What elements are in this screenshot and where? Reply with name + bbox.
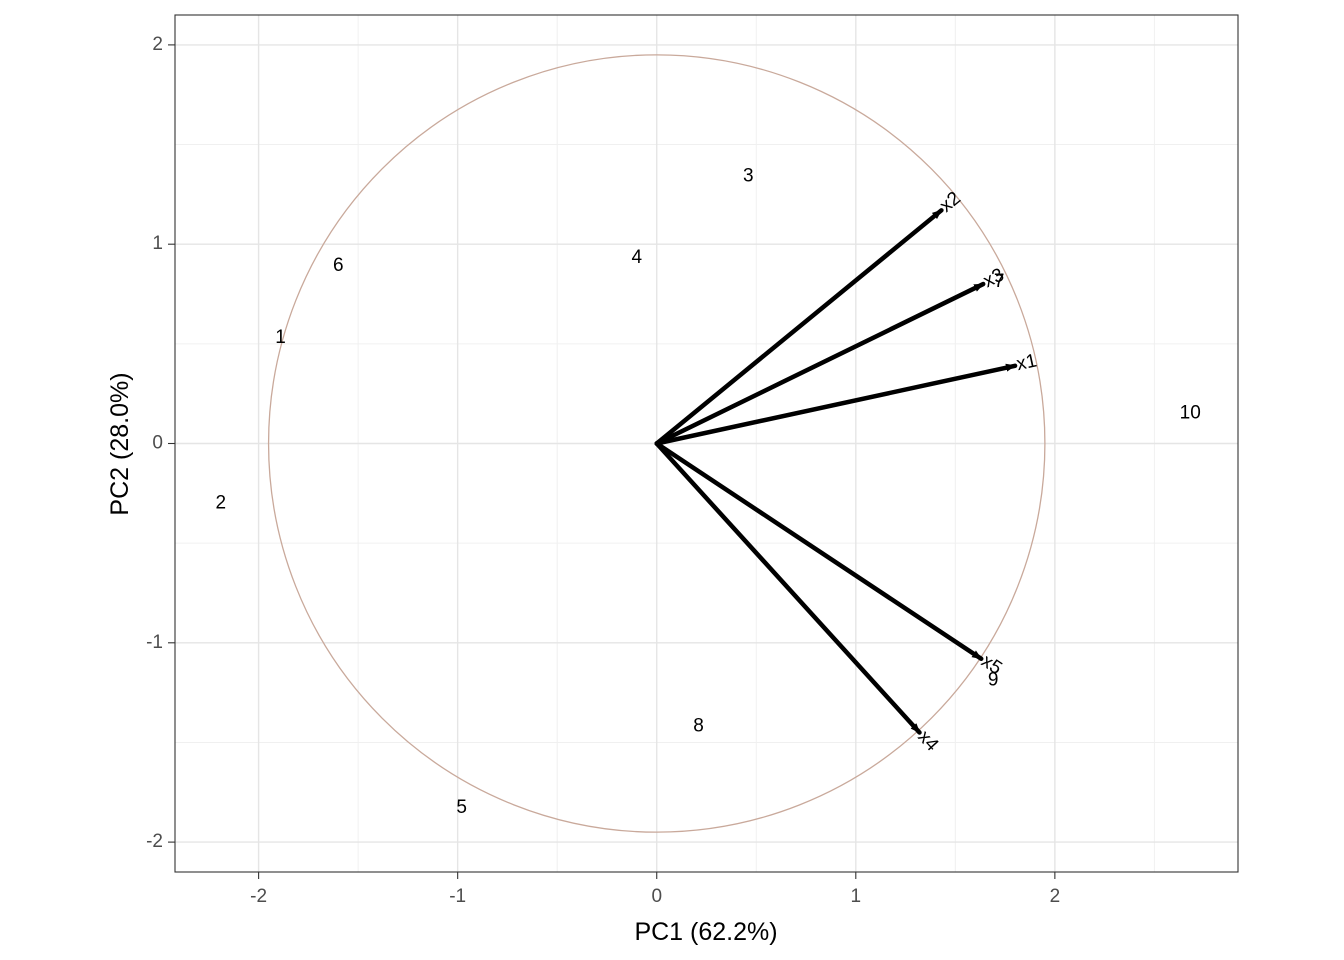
x-tick-label: -1	[449, 886, 466, 907]
y-axis-ticks: -2 -1 0 1 2	[146, 34, 175, 852]
loading-label-x1: x1	[1015, 350, 1039, 375]
observation-label-8: 8	[693, 716, 704, 737]
x-tick-label: 2	[1050, 886, 1061, 907]
loading-arrow-x1	[654, 363, 1018, 446]
observation-label-1: 1	[275, 327, 286, 348]
observation-label-10: 10	[1180, 403, 1201, 424]
y-tick-label: 0	[152, 433, 163, 454]
x-tick-label: -2	[250, 886, 267, 907]
observation-label-9: 9	[988, 670, 999, 691]
observation-label-7: 7	[994, 271, 1005, 292]
x-tick-label: 1	[851, 886, 862, 907]
loading-arrow-x4	[654, 441, 922, 735]
correlation-circle	[267, 54, 1046, 833]
observation-label-5: 5	[456, 797, 467, 818]
observation-label-3: 3	[743, 165, 754, 186]
x-tick-label: 0	[651, 886, 662, 907]
observation-label-6: 6	[333, 255, 344, 276]
observation-label-2: 2	[215, 492, 226, 513]
loading-arrows	[654, 208, 1018, 735]
loading-arrow-x3	[654, 281, 986, 446]
y-tick-label: 2	[152, 34, 163, 55]
observation-labels: 1 2 3 4 5 6 7 8 9 10	[215, 165, 1200, 818]
y-axis-title: PC2 (28.0%)	[106, 372, 134, 515]
x-axis-ticks: -2 -1 0 1 2	[250, 872, 1060, 907]
grid-major	[175, 15, 1238, 872]
loading-arrow-x2	[654, 208, 944, 446]
correlation-circle-layer	[267, 54, 1046, 833]
observation-label-4: 4	[632, 247, 643, 268]
y-tick-label: -2	[146, 831, 163, 852]
x-axis-title: PC1 (62.2%)	[634, 918, 777, 946]
y-tick-label: -1	[146, 632, 163, 653]
y-tick-label: 1	[152, 233, 163, 254]
loading-arrow-x5	[654, 441, 984, 661]
